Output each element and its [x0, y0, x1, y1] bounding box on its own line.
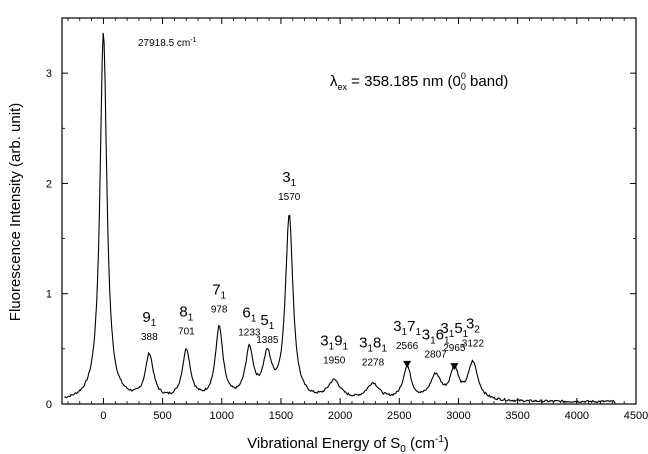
excitation-sub: 0 — [461, 82, 466, 92]
peak-label: 32 — [466, 316, 480, 336]
peak-value: 2807 — [425, 350, 448, 361]
y-tick-label: 2 — [46, 178, 52, 190]
peak-label: 61 — [242, 304, 256, 324]
peak-value: 1950 — [323, 355, 346, 366]
plot-border — [61, 17, 637, 405]
x-axis-title-mid: (cm — [406, 435, 435, 452]
peak-label-name: 3 — [422, 327, 430, 344]
peak-label-name: 3 — [320, 332, 328, 349]
peak-value: 2278 — [362, 357, 385, 368]
peak-label-sub: 1 — [402, 327, 408, 338]
peak-value: 2566 — [396, 341, 419, 352]
excitation-text: = 358.185 nm (0 — [347, 73, 461, 90]
peak-value: 1233 — [238, 327, 261, 338]
origin-annotation-text: 27918.5 cm — [138, 38, 190, 49]
peak-label-name2: 7 — [407, 318, 415, 335]
peak-label-sub2: 1 — [415, 327, 421, 338]
y-tick-label: 0 — [46, 399, 52, 411]
peak-label-name: 6 — [242, 304, 250, 321]
peak-label: 71 — [212, 281, 226, 301]
x-axis-title-sup: -1 — [435, 434, 444, 445]
peak-label-sub: 1 — [449, 329, 455, 340]
peak-label-name: 3 — [282, 169, 290, 186]
peak-label-sub: 1 — [430, 336, 436, 347]
peak-label-sub: 1 — [291, 178, 297, 189]
peak-value: 1570 — [278, 192, 301, 203]
x-axis-title: Vibrational Energy of S0 (cm-1) — [247, 434, 449, 454]
axis-ticks — [62, 18, 637, 405]
peak-label-name: 3 — [393, 318, 401, 335]
origin-annotation: 27918.5 cm-1 — [138, 37, 197, 49]
peak-label-name: 8 — [179, 303, 187, 320]
x-axis-title-end: ) — [444, 435, 449, 452]
peak-label: 3191 — [320, 332, 348, 352]
excitation-lambda: λ — [330, 73, 338, 90]
excitation-annotation: λex = 358.185 nm (00 0 band) — [330, 71, 508, 92]
peak-value: 388 — [141, 332, 158, 343]
x-tick-label: 2000 — [328, 410, 352, 422]
peak-value: 701 — [178, 326, 195, 337]
peak-value: 2965 — [443, 343, 466, 354]
peak-label-name2: 6 — [436, 327, 444, 344]
peak-label: 3161 — [422, 327, 450, 347]
peak-label: 3181 — [359, 334, 387, 354]
peak-marker-arrow — [403, 360, 412, 368]
peak-marker-arrow — [450, 363, 459, 371]
x-tick-label: 1500 — [269, 410, 293, 422]
peak-label-sub: 1 — [221, 290, 227, 301]
peak-label: 81 — [179, 303, 193, 323]
y-tick-label: 3 — [46, 68, 52, 80]
peak-label-sub2: 1 — [444, 336, 450, 347]
peak-label-sub2: 1 — [343, 341, 349, 352]
x-axis-title-sub: 0 — [400, 444, 406, 454]
peak-label-name2: 8 — [373, 334, 381, 351]
peak-label-sub2: 1 — [463, 329, 469, 340]
peak-label: 91 — [142, 309, 156, 329]
spectrum-line — [64, 32, 616, 404]
peak-label-name: 3 — [466, 316, 474, 333]
peak-value: 3122 — [462, 339, 485, 350]
peak-label: 3171 — [393, 318, 421, 338]
x-tick-label: 4000 — [565, 410, 589, 422]
peak-label-name2: 5 — [454, 320, 462, 337]
peak-label-name: 3 — [440, 320, 448, 337]
y-axis-title: Fluorescence Intensity (arb. unit) — [7, 103, 24, 321]
peak-label: 3151 — [440, 320, 468, 340]
peak-label-sub: 1 — [188, 312, 194, 323]
peak-label-name: 9 — [142, 309, 150, 326]
x-tick-label: 0 — [100, 410, 106, 422]
peak-label-name: 5 — [260, 312, 268, 329]
peak-label-sub: 1 — [269, 321, 275, 332]
excitation-lambda-sub: ex — [338, 82, 348, 92]
peak-label-sub: 2 — [474, 325, 480, 336]
peak-label-name: 3 — [359, 334, 367, 351]
x-tick-label: 3000 — [446, 410, 470, 422]
spectrum-series — [64, 32, 616, 404]
x-tick-label: 4500 — [624, 410, 648, 422]
peak-label-sub: 1 — [329, 341, 335, 352]
excitation-sup: 0 — [461, 71, 466, 81]
x-tick-label: 3500 — [505, 410, 529, 422]
peak-label: 31 — [282, 169, 296, 189]
peak-value: 978 — [211, 304, 228, 315]
peak-label-name2: 9 — [334, 332, 342, 349]
x-tick-label: 1000 — [210, 410, 234, 422]
origin-annotation-sup: -1 — [190, 37, 196, 44]
x-tick-label: 500 — [153, 410, 171, 422]
plot-frame — [61, 17, 637, 405]
excitation-end: band) — [466, 73, 509, 90]
x-tick-label: 2500 — [387, 410, 411, 422]
peak-label-sub: 1 — [251, 313, 257, 324]
peak-label-sub2: 1 — [381, 343, 387, 354]
peak-value: 1385 — [256, 335, 279, 346]
peak-label: 51 — [260, 312, 274, 332]
peak-label-sub: 1 — [367, 343, 373, 354]
x-axis-title-prefix: Vibrational Energy of S — [247, 435, 400, 452]
peak-label-name: 7 — [212, 281, 220, 298]
y-tick-label: 1 — [46, 289, 52, 301]
peak-label-sub: 1 — [151, 318, 157, 329]
